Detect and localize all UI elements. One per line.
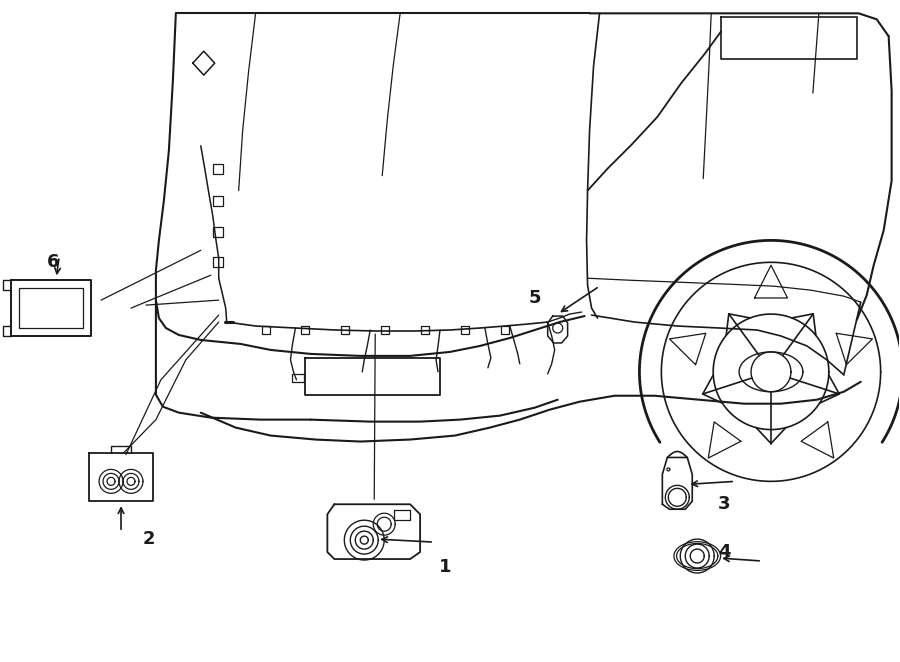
Text: 4: 4 [718, 543, 731, 561]
Text: 1: 1 [439, 558, 451, 576]
Text: 2: 2 [143, 530, 155, 548]
Text: 5: 5 [528, 289, 541, 307]
Text: 3: 3 [718, 495, 731, 513]
Text: 6: 6 [47, 254, 59, 271]
